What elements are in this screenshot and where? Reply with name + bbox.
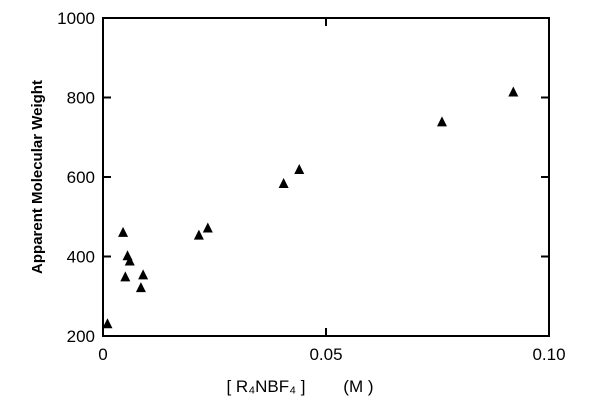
data-point [135, 282, 146, 293]
data-points [102, 86, 519, 329]
data-point [193, 229, 204, 240]
axis-ticks: 200 400 600 800 1000 0 0.05 0.10 [57, 9, 565, 364]
data-point [294, 164, 305, 175]
data-point [202, 222, 213, 233]
x-tick-label: 0.05 [309, 345, 342, 364]
y-tick-label: 800 [67, 89, 95, 108]
data-point [436, 116, 447, 127]
x-axis-title: [ R₄NBF₄ ] (M ) [226, 377, 373, 396]
x-tick-label: 0 [98, 345, 107, 364]
data-point [138, 269, 149, 280]
plot-frame [102, 17, 550, 337]
data-point [120, 271, 131, 282]
data-point [102, 318, 113, 329]
y-tick-label: 400 [67, 248, 95, 267]
data-point [124, 255, 135, 266]
data-point [118, 226, 129, 237]
y-axis-title: Apparent Molecular Weight [29, 80, 46, 274]
y-tick-label: 600 [67, 168, 95, 187]
y-tick-label: 1000 [57, 9, 95, 28]
data-point [508, 86, 519, 97]
x-tick-label: 0.10 [532, 345, 565, 364]
y-tick-label: 200 [67, 327, 95, 346]
data-point [278, 177, 289, 188]
